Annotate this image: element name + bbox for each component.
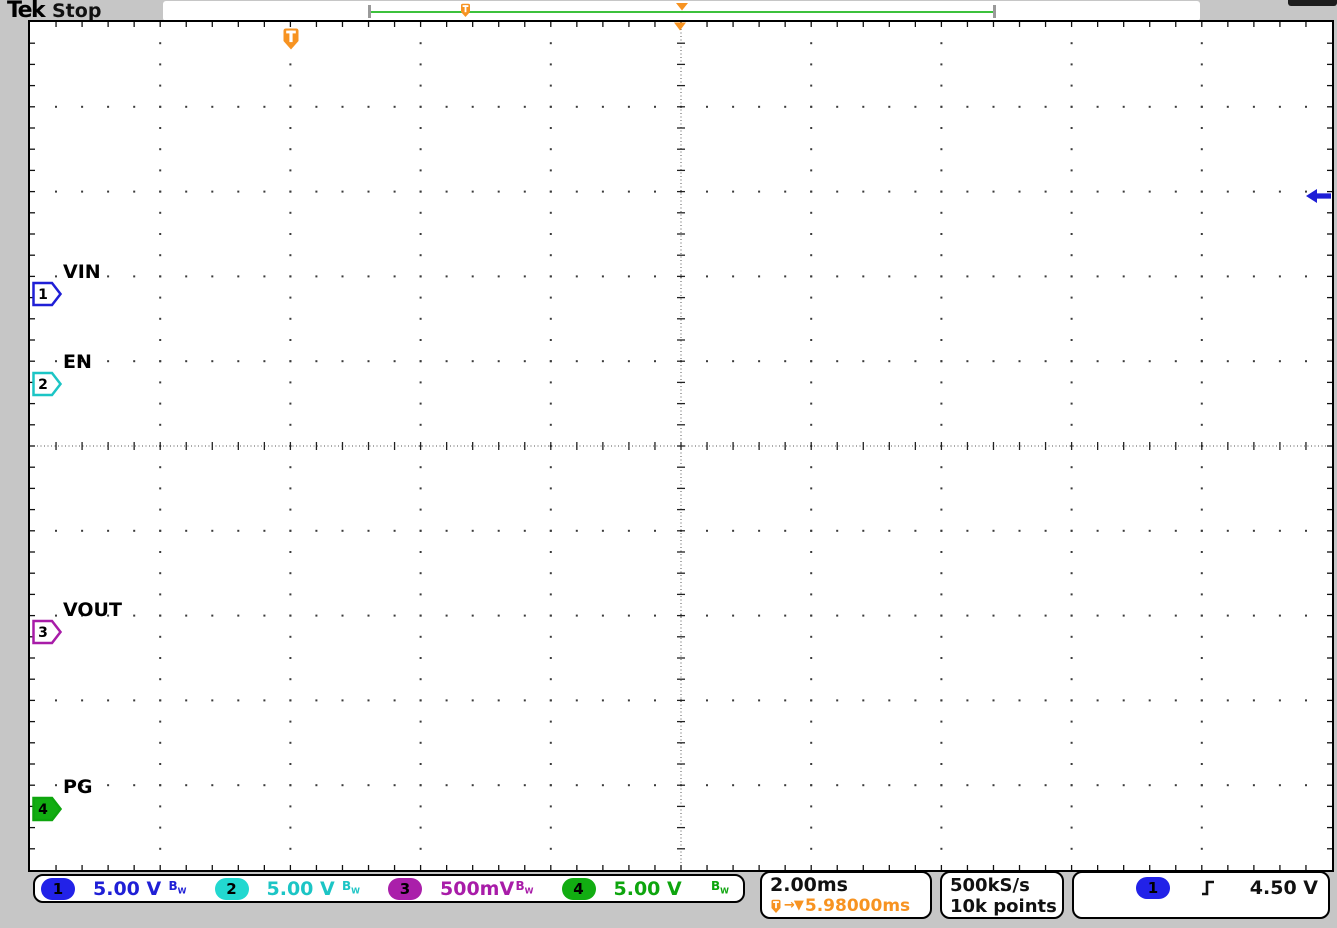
record-length: 10k points (950, 896, 1057, 917)
timebase-readout: 2.00ms (770, 874, 848, 896)
channel2-bandwidth-icon: BW (342, 878, 360, 896)
channel1-badge: 1 (41, 877, 75, 900)
channel1-readout[interactable]: 1 5.00 V BW (41, 876, 215, 901)
graticule-area: 1 2 3 4 VIN EN VOUT PG (28, 20, 1334, 872)
sample-rate: 500kS/s (950, 875, 1030, 896)
channel2-ground-badge[interactable]: 2 (32, 371, 62, 397)
delay-value: 5.98000ms (804, 896, 911, 916)
channel4-bandwidth-icon: BW (711, 878, 729, 896)
record-delay-marker-icon[interactable] (675, 2, 689, 11)
record-view-bar[interactable] (368, 2, 996, 20)
trigger-level-readout: 4.50 V (1249, 877, 1318, 899)
trigger-position-t-badge[interactable] (282, 27, 300, 51)
tek-logo: Tek (7, 0, 46, 23)
menu-edge-strip (1288, 0, 1337, 6)
channel4-scale: 5.00 V (613, 877, 682, 900)
trigger-delay-readout: →▼ 5.98000ms (770, 896, 922, 916)
channel3-bandwidth-icon: BW (515, 878, 534, 896)
svg-text:1: 1 (38, 287, 48, 303)
channel2-label: EN (63, 351, 92, 373)
channel3-readout[interactable]: 3 500mV BW (388, 876, 562, 901)
channel3-badge: 3 (388, 877, 422, 900)
channel1-ground-badge[interactable]: 1 (32, 281, 62, 307)
channel3-ground-badge[interactable]: 3 (32, 619, 62, 645)
rising-edge-slope-icon (1202, 880, 1214, 896)
record-view-line (370, 11, 994, 13)
channel2-readout[interactable]: 2 5.00 V BW (214, 876, 389, 901)
channel4-ground-badge[interactable]: 4 (32, 796, 62, 822)
channel2-badge: 2 (214, 877, 249, 900)
svg-text:2: 2 (38, 377, 48, 393)
horizontal-panel[interactable]: 2.00ms →▼ 5.98000ms (760, 871, 932, 919)
acquisition-status: Stop (52, 0, 102, 22)
channel4-badge: 4 (561, 877, 596, 900)
channel4-label: PG (63, 776, 93, 798)
channel1-label: VIN (63, 261, 101, 283)
header-bar: Tek Stop (0, 0, 1337, 23)
channel1-scale: 5.00 V (93, 877, 162, 900)
channel-scale-panel[interactable]: 1 5.00 V BW 2 5.00 V BW 3 500mV BW 4 5.0… (33, 874, 745, 903)
channel2-scale: 5.00 V (266, 877, 335, 900)
record-trigger-t-icon[interactable] (460, 3, 471, 18)
trigger-panel[interactable]: 1 4.50 V (1072, 871, 1330, 919)
channel4-readout[interactable]: 4 5.00 V BW (561, 876, 736, 901)
trigger-source-badge: 1 (1136, 877, 1170, 899)
svg-text:4: 4 (38, 802, 48, 818)
record-window-bracket-right (993, 5, 996, 18)
waveform-traces (30, 22, 1332, 870)
acquisition-panel[interactable]: 500kS/s 10k points (940, 871, 1064, 919)
trigger-level-arrow[interactable] (1306, 188, 1332, 204)
record-window-bracket-left (368, 5, 371, 18)
graticule-grid (30, 22, 1332, 870)
delay-arrow-marker-icon: →▼ (784, 898, 804, 913)
delay-t-icon (771, 899, 781, 913)
delay-marker-triangle[interactable] (673, 22, 687, 31)
channel1-bandwidth-icon: BW (168, 878, 187, 896)
svg-text:3: 3 (38, 625, 48, 641)
channel3-label: VOUT (63, 599, 122, 621)
channel3-scale: 500mV (440, 877, 515, 900)
